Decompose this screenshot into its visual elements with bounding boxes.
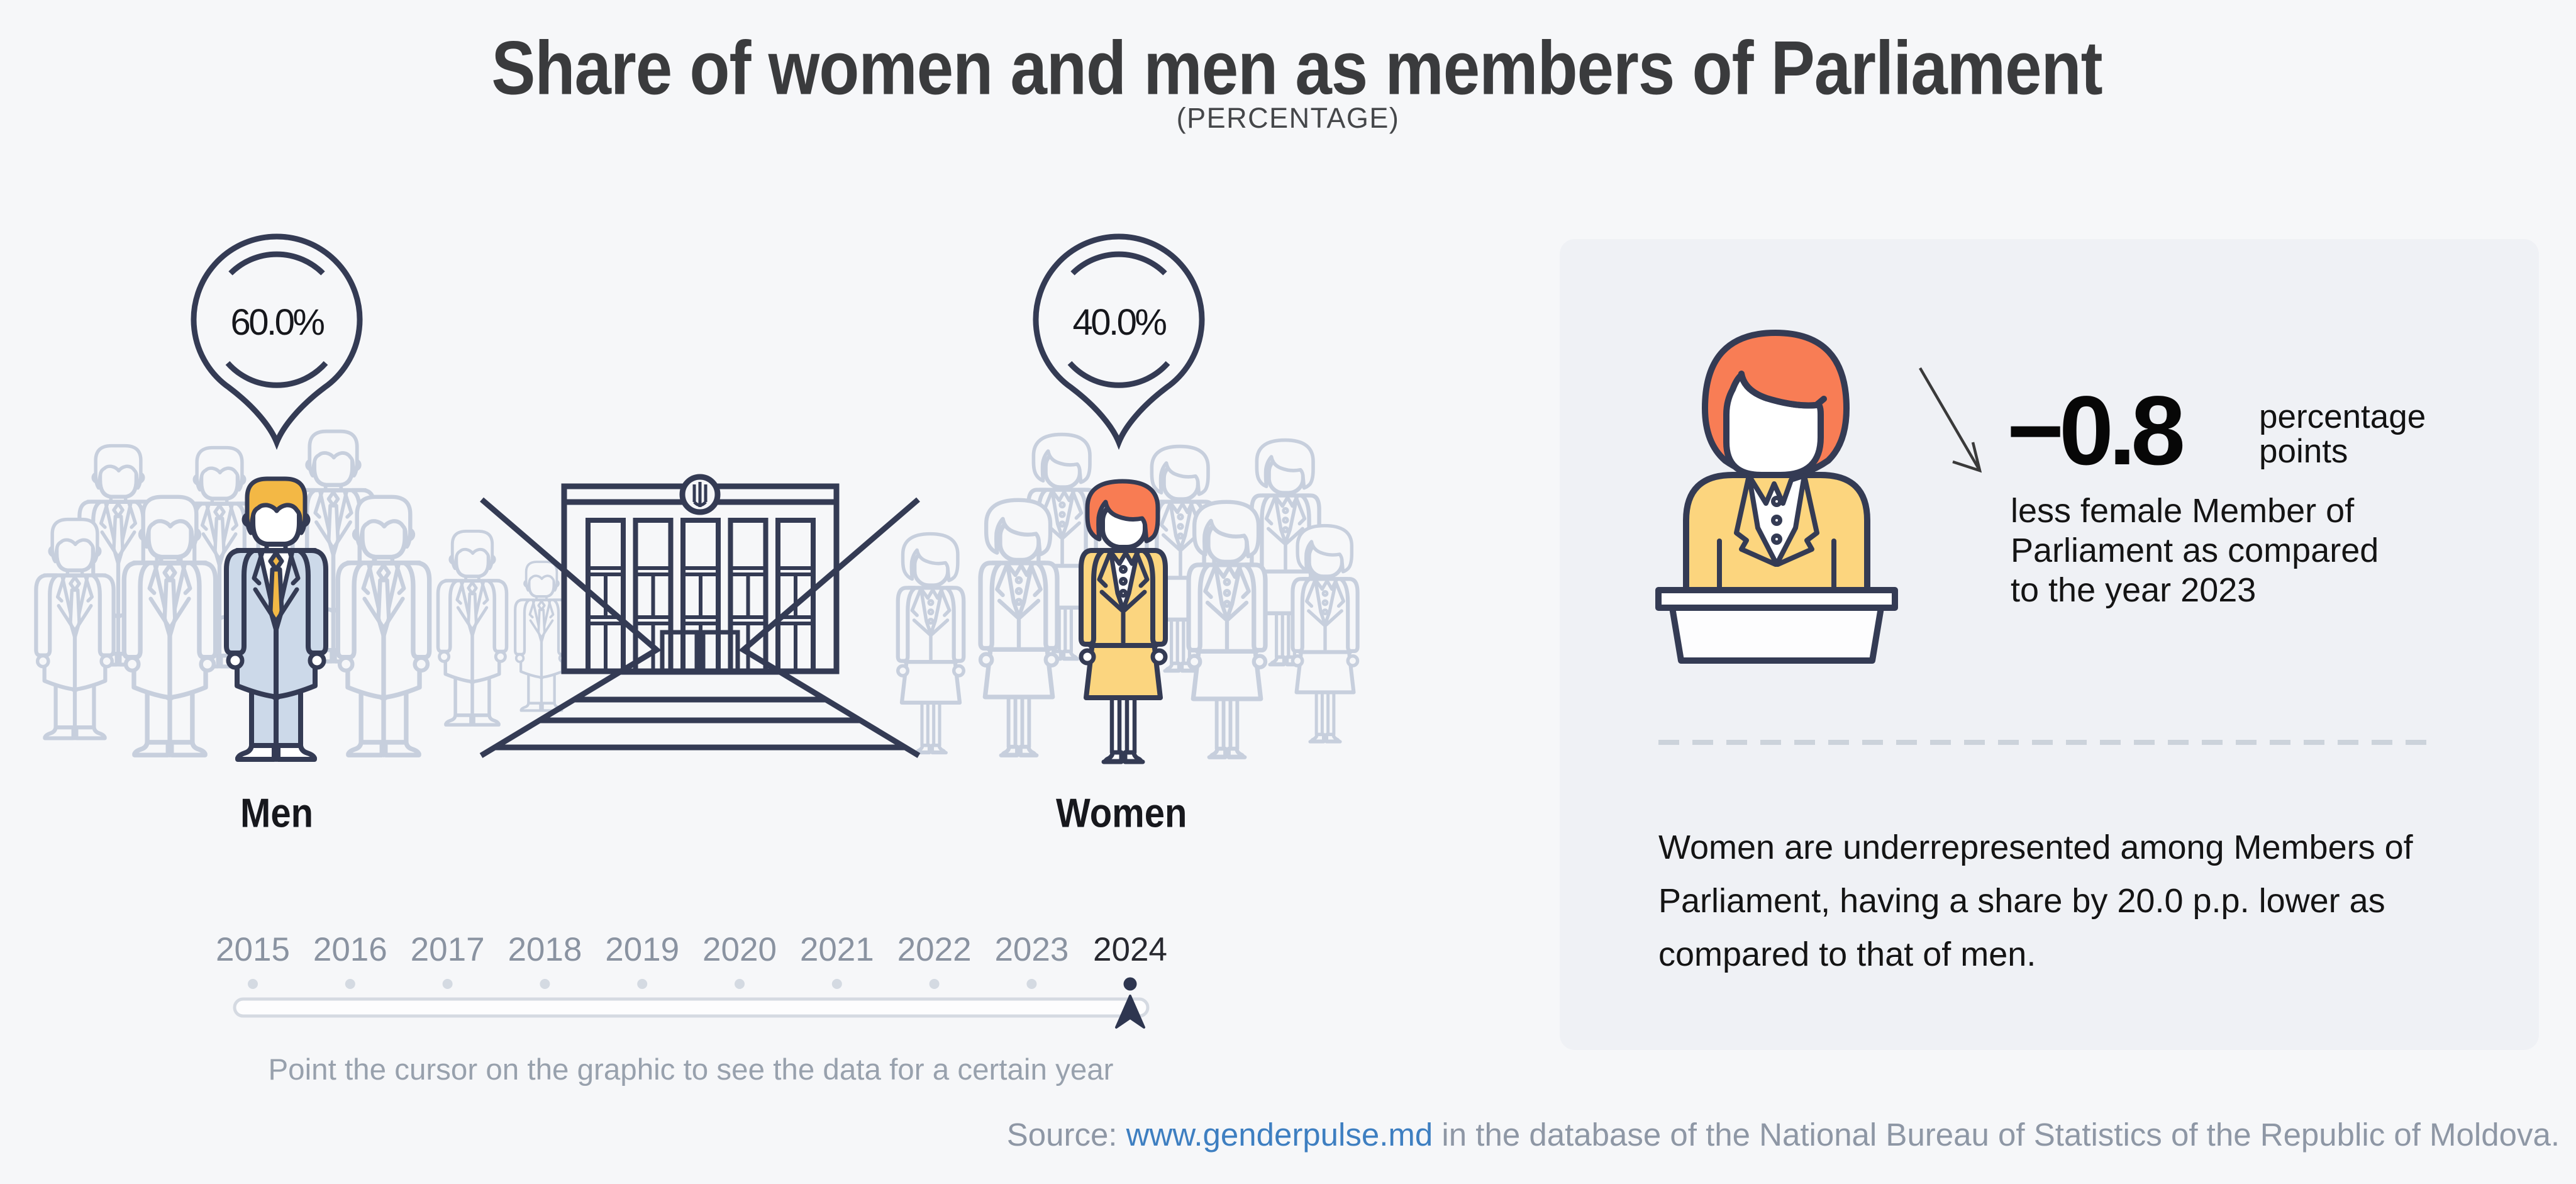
svg-text:60.0%: 60.0% <box>231 302 325 343</box>
svg-text:40.0%: 40.0% <box>1073 302 1167 343</box>
